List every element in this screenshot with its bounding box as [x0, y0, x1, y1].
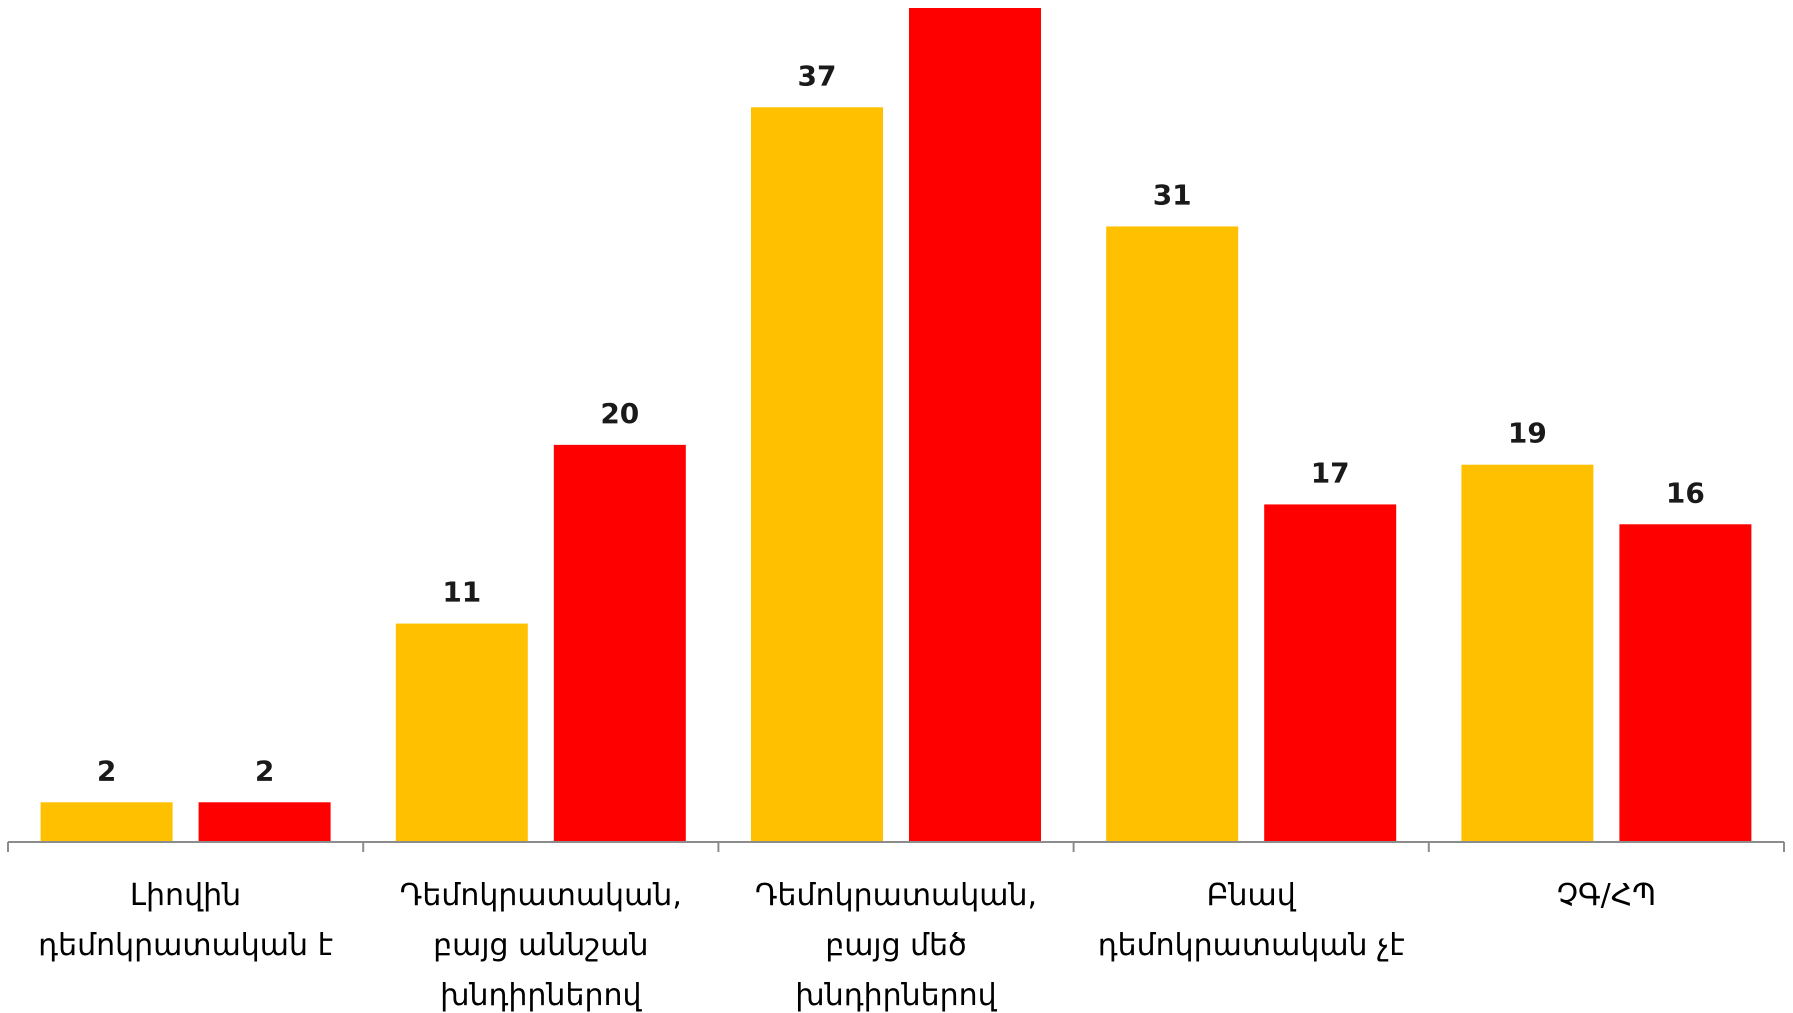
category-label-4: Բնավ դեմոկրատական չէ — [1098, 878, 1405, 963]
x-axis-ticks — [7, 842, 1785, 852]
bar-series-2-cat-4 — [1264, 504, 1397, 842]
bars-group — [40, 8, 1752, 843]
data-label-series-2-cat-5: 16 — [1666, 476, 1705, 509]
data-label-series-1-cat-2: 11 — [442, 576, 481, 609]
category-label-5: ՉԳ/ՀՊ — [1557, 878, 1657, 913]
category-labels-group: Լիովին դեմոկրատական է Դեմոկրատական, բայց ան… — [38, 878, 1656, 1013]
category-label-2: Դեմոկրատական, բայց աննշան խնդիրներով — [400, 878, 682, 1013]
data-label-series-1-cat-4: 31 — [1153, 178, 1192, 211]
data-label-series-2-cat-2: 20 — [600, 397, 639, 430]
data-label-series-2-cat-1: 2 — [255, 754, 274, 787]
bar-series-1-cat-2 — [395, 623, 528, 842]
bar-series-2-cat-2 — [553, 444, 686, 842]
data-labels-group: 2 2 11 20 37 31 17 19 16 — [97, 59, 1705, 787]
data-label-series-1-cat-3: 37 — [798, 59, 837, 92]
bar-series-1-cat-1 — [40, 802, 173, 842]
data-label-series-2-cat-4: 17 — [1311, 456, 1350, 489]
bar-series-1-cat-3 — [751, 107, 883, 843]
data-label-series-1-cat-1: 2 — [97, 754, 116, 787]
bar-series-1-cat-5 — [1461, 464, 1594, 842]
bar-series-2-cat-1 — [198, 802, 331, 842]
bar-series-2-cat-5 — [1619, 524, 1752, 842]
bar-series-2-cat-3 — [909, 8, 1041, 842]
category-label-3: Դեմոկրատական, բայց մեծ խնդիրներով — [755, 878, 1037, 1013]
bar-series-1-cat-4 — [1106, 226, 1239, 842]
data-label-series-1-cat-5: 19 — [1508, 417, 1547, 450]
category-label-1: Լիովին դեմոկրատական է — [38, 878, 333, 963]
